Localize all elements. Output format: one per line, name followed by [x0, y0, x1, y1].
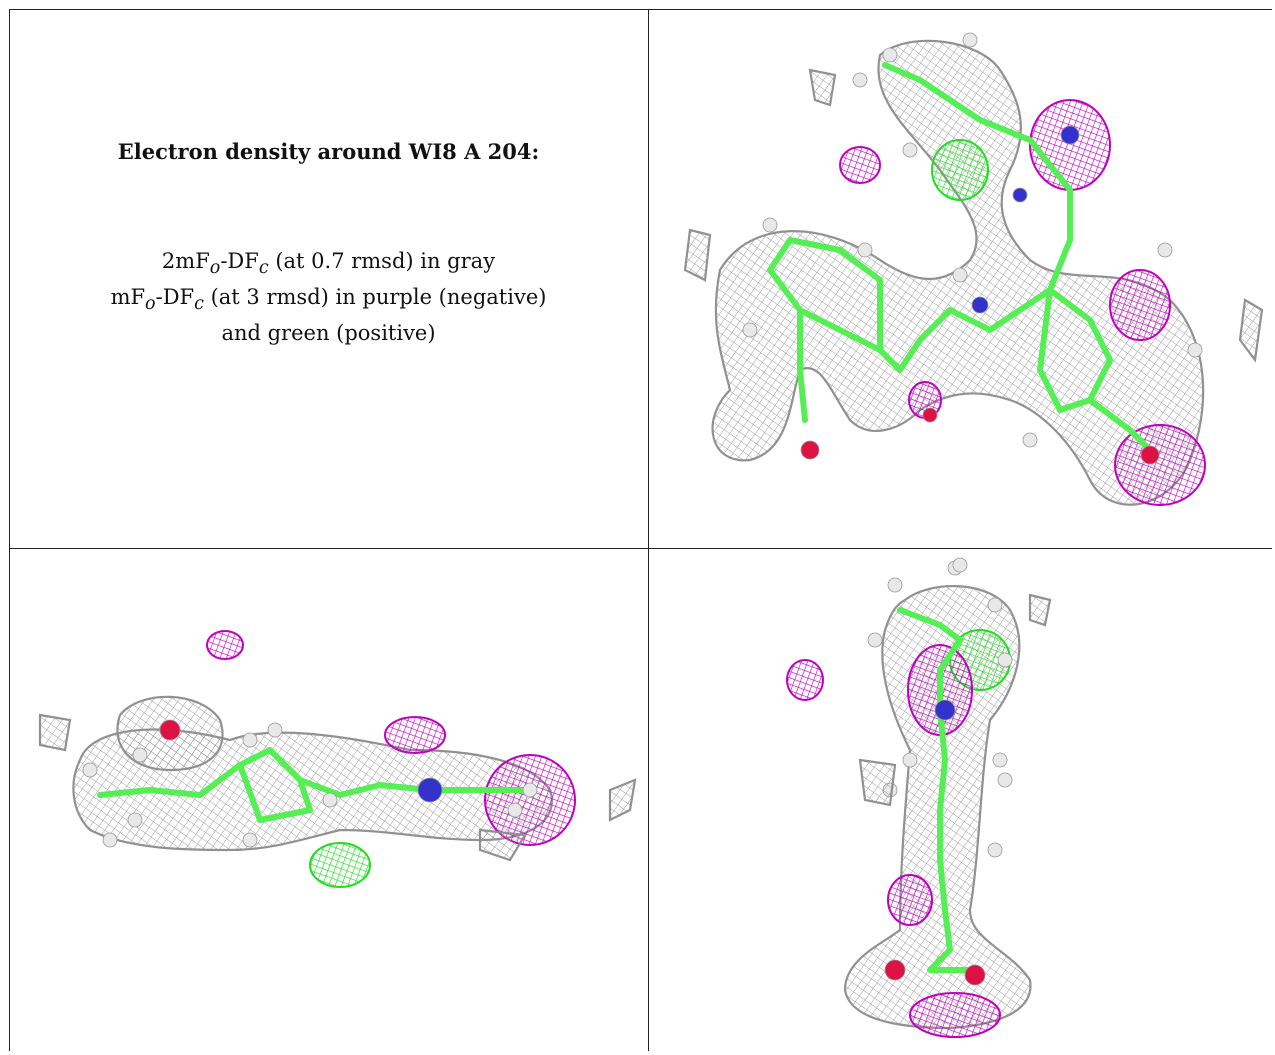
density-mesh-gray: [808, 68, 837, 107]
caption-line-fofc: mFo-DFc (at 3 rmsd) in purple (negative): [110, 285, 547, 315]
hydrogen-atom: [132, 747, 148, 763]
nitrogen-atom: [1012, 187, 1028, 203]
table-border-middle: [9, 548, 1272, 549]
hydrogen-atom: [762, 217, 778, 233]
oxygen-atom: [159, 719, 181, 741]
hydrogen-atom: [902, 142, 918, 158]
molecule-view-end: [786, 557, 1052, 1038]
density-mesh-gray: [1238, 298, 1264, 363]
hydrogen-atom: [902, 752, 918, 768]
density-panel-bottom-left: [10, 550, 647, 1051]
hydrogen-atom: [992, 752, 1008, 768]
hydrogen-atom: [742, 322, 758, 338]
hydrogen-atom: [242, 732, 258, 748]
density-mesh-gray: [478, 828, 527, 862]
negative-blob: [909, 992, 1001, 1038]
positive-blob: [931, 139, 989, 201]
density-mesh-gray: [38, 713, 72, 752]
caption-line-green: and green (positive): [221, 321, 436, 346]
bond-chain: [877, 62, 1073, 373]
bond-ring: [237, 762, 313, 823]
negative-blob: [887, 874, 933, 926]
hydrogen-atom: [127, 812, 143, 828]
bond-chain: [797, 307, 808, 423]
bond-ring: [767, 237, 883, 353]
bond-chain: [897, 607, 973, 973]
hydrogen-atom: [522, 782, 538, 798]
negative-blob: [1109, 269, 1171, 341]
oxygen-atom: [922, 407, 938, 423]
negative-blob: [484, 754, 576, 846]
nitrogen-atom: [417, 777, 443, 803]
hydrogen-atom: [887, 577, 903, 593]
negative-blob: [206, 630, 244, 660]
molecule-view-side: [38, 630, 637, 888]
nitrogen-atom: [971, 296, 989, 314]
hydrogen-atom: [997, 652, 1013, 668]
negative-blob: [384, 716, 446, 754]
negative-blob: [786, 659, 824, 701]
oxygen-atom: [884, 959, 906, 981]
table-border-left: [9, 9, 10, 1051]
hydrogen-atom: [952, 267, 968, 283]
density-mesh-gray: [683, 228, 712, 282]
figure-table: Electron density around WI8 A 204: 2mFo-…: [9, 9, 1272, 1051]
molecule-view-top: [683, 32, 1264, 506]
hydrogen-atom: [1187, 342, 1203, 358]
hydrogen-atom: [852, 72, 868, 88]
caption-line-2fofc: 2mFo-DFc (at 0.7 rmsd) in gray: [161, 249, 496, 279]
hydrogen-atom: [322, 792, 338, 808]
oxygen-atom: [800, 440, 820, 460]
hydrogen-atom: [867, 632, 883, 648]
table-border-center: [648, 9, 649, 1051]
caption-title: Electron density around WI8 A 204:: [117, 139, 540, 164]
density-mesh-gray: [608, 778, 637, 822]
positive-blob: [309, 842, 371, 888]
hydrogen-atom: [962, 32, 978, 48]
caption-description: 2mFo-DFc (at 0.7 rmsd) in gray mFo-DFc (…: [9, 247, 648, 348]
hydrogen-atom: [857, 242, 873, 258]
nitrogen-atom: [1060, 125, 1080, 145]
oxygen-atom: [964, 964, 986, 986]
hydrogen-atom: [987, 842, 1003, 858]
hydrogen-atom: [882, 47, 898, 63]
density-mesh-gray: [1028, 593, 1052, 627]
density-panel-bottom-right: [650, 550, 1270, 1051]
caption-cell: Electron density around WI8 A 204: 2mFo-…: [9, 9, 648, 547]
oxygen-atom: [1140, 445, 1160, 465]
bond-chain: [1087, 397, 1153, 453]
nitrogen-atom: [934, 699, 956, 721]
negative-blob: [1114, 424, 1206, 506]
hydrogen-atom: [82, 762, 98, 778]
hydrogen-atom: [102, 832, 118, 848]
hydrogen-atom: [1022, 432, 1038, 448]
density-panel-top-right: [650, 10, 1270, 547]
hydrogen-atom: [997, 772, 1013, 788]
hydrogen-atom: [507, 802, 523, 818]
hydrogen-atom: [242, 832, 258, 848]
hydrogen-atom: [952, 557, 968, 573]
negative-blob: [1029, 99, 1111, 191]
hydrogen-atom: [1157, 242, 1173, 258]
hydrogen-atom: [987, 597, 1003, 613]
density-mesh-gray: [858, 758, 897, 807]
hydrogen-atom: [267, 722, 283, 738]
negative-blob: [839, 146, 881, 184]
table-border-top: [9, 9, 1272, 10]
